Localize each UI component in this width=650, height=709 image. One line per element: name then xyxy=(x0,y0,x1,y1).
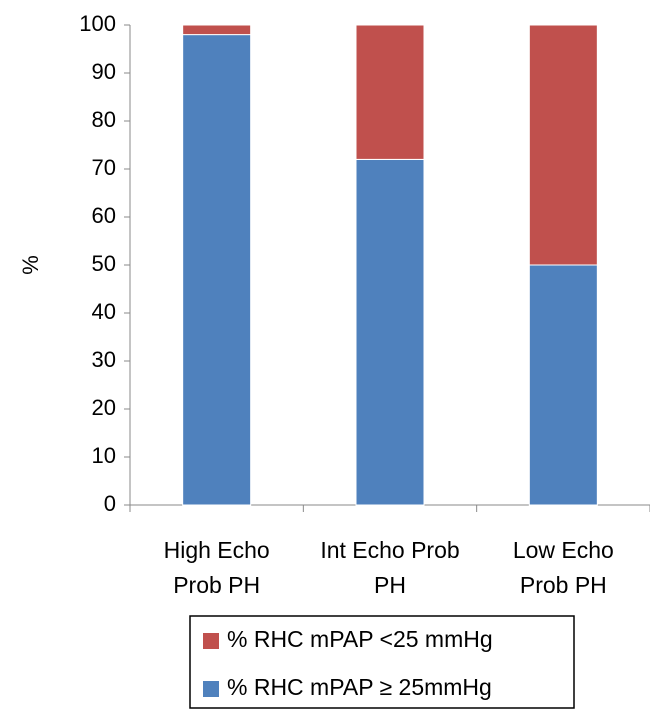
y-tick-label: 50 xyxy=(92,251,116,276)
y-tick-label: 60 xyxy=(92,203,116,228)
y-tick-label: 80 xyxy=(92,107,116,132)
y-tick-label: 20 xyxy=(92,395,116,420)
y-tick-label: 30 xyxy=(92,347,116,372)
y-axis-label: % xyxy=(18,255,43,275)
legend-label: % RHC mPAP ≥ 25mmHg xyxy=(227,674,492,700)
x-tick-label: Int Echo Prob PH xyxy=(320,537,460,598)
x-tick-label: High Echo Prob PH xyxy=(163,537,270,598)
bar-segment xyxy=(355,158,425,506)
y-tick-label: 70 xyxy=(92,155,116,180)
legend-swatch xyxy=(203,681,219,697)
y-tick-label: 0 xyxy=(104,491,116,516)
y-tick-label: 100 xyxy=(79,11,116,36)
bar-segment xyxy=(528,24,598,266)
legend-swatch xyxy=(203,633,219,649)
y-tick-label: 10 xyxy=(92,443,116,468)
bar-segment xyxy=(528,264,598,506)
bar-segment xyxy=(182,34,252,506)
y-tick-label: 40 xyxy=(92,299,116,324)
bar-segment xyxy=(182,24,252,36)
x-tick-label: Low Echo Prob PH xyxy=(512,537,614,598)
legend-label: % RHC mPAP <25 mmHg xyxy=(227,626,493,652)
y-tick-label: 90 xyxy=(92,59,116,84)
legend-box xyxy=(189,615,575,709)
bar-segment xyxy=(355,24,425,160)
